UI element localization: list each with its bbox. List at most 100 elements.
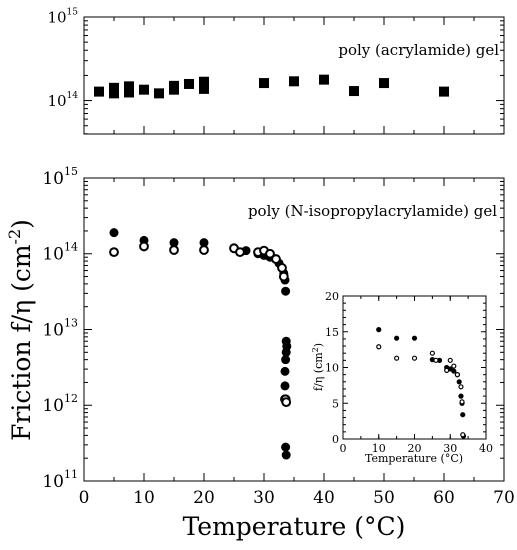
data-point-open-circle xyxy=(454,372,460,378)
inset-y-tick-label: 20 xyxy=(325,290,339,303)
inset-data-marks xyxy=(376,327,467,439)
inset-x-tick-label: 10 xyxy=(372,442,386,455)
inset-y-tick-label: 10 xyxy=(325,362,339,375)
y-tick-label-exponent: 13 xyxy=(64,316,78,329)
data-point-filled-circle xyxy=(411,335,418,341)
data-point-filled-circle xyxy=(456,379,462,385)
x-tick-label: 70 xyxy=(493,488,515,508)
main-axis-ticks xyxy=(83,177,505,482)
data-point-square xyxy=(124,81,134,92)
y-tick-label: 1011 xyxy=(42,468,78,492)
x-tick-label: 40 xyxy=(313,488,335,508)
data-point-filled-circle xyxy=(281,355,291,365)
data-point-square xyxy=(199,83,209,94)
y-tick-label-exponent: 15 xyxy=(67,7,79,17)
top-y-tick-labels: 1014 1015 xyxy=(47,7,78,110)
x-tick-label: 60 xyxy=(433,488,455,508)
data-point-open-circle xyxy=(235,247,245,258)
data-point-square xyxy=(199,76,209,87)
inset-axis-ticks xyxy=(342,295,487,440)
data-point-open-circle xyxy=(277,263,287,273)
y-tick-label-exponent: 12 xyxy=(64,392,78,405)
data-point-square xyxy=(379,78,389,89)
data-point-open-circle xyxy=(433,357,439,363)
data-point-open-circle xyxy=(411,355,418,361)
y-tick-label: 1014 xyxy=(42,241,78,265)
inset-y-axis-label-sup: 2 xyxy=(311,347,320,352)
inset-y-tick-label: 0 xyxy=(332,433,339,446)
top-annotation: poly (acrylamide) gel xyxy=(338,41,499,59)
inset-y-axis-label-text: f/η (cm xyxy=(312,352,325,391)
x-tick-label: 50 xyxy=(373,488,395,508)
y-tick-label-base: 10 xyxy=(42,396,64,416)
data-point-open-circle xyxy=(394,355,400,361)
data-point-open-circle xyxy=(429,350,435,356)
data-point-filled-circle xyxy=(281,442,291,452)
data-point-open-circle xyxy=(444,367,450,373)
data-point-square xyxy=(169,80,179,91)
data-point-filled-circle xyxy=(281,286,291,296)
data-point-square xyxy=(109,88,119,99)
y-tick-label: 1012 xyxy=(42,392,78,416)
inset-x-tick-label: 20 xyxy=(408,442,422,455)
data-point-open-circle xyxy=(278,271,289,282)
y-tick-label-base: 10 xyxy=(42,472,64,492)
data-point-open-circle xyxy=(271,254,281,265)
main-y-axis-label-text: Friction f/η (cm xyxy=(7,244,36,441)
y-tick-label-base: 10 xyxy=(42,320,64,340)
y-tick-label: 1014 xyxy=(47,91,78,110)
top-axis-ticks xyxy=(83,16,505,135)
y-tick-label-exponent: 14 xyxy=(64,241,78,254)
main-y-axis-label-end: ) xyxy=(7,219,36,229)
data-point-open-circle xyxy=(169,245,179,255)
y-tick-label-exponent: 11 xyxy=(64,468,78,481)
data-point-filled-circle xyxy=(451,368,457,374)
data-point-square xyxy=(94,86,104,97)
data-point-square xyxy=(184,78,194,89)
data-point-filled-circle xyxy=(460,412,466,418)
data-point-filled-circle xyxy=(199,238,209,248)
data-point-filled-circle xyxy=(281,347,291,357)
inset-x-axis-label: Temperature (°C) xyxy=(365,452,463,465)
data-point-open-circle xyxy=(458,384,464,390)
data-point-square xyxy=(349,86,359,97)
x-tick-label: 10 xyxy=(133,488,155,508)
data-point-square xyxy=(289,76,299,87)
main-data-marks xyxy=(109,228,292,460)
inset-y-tick-label: 5 xyxy=(332,397,339,410)
y-tick-label: 1013 xyxy=(42,316,78,340)
data-point-filled-circle xyxy=(376,327,382,333)
data-point-square xyxy=(124,87,134,98)
y-tick-label: 1015 xyxy=(47,7,78,26)
inset-y-tick-label: 15 xyxy=(325,326,339,339)
y-tick-label-base: 10 xyxy=(42,169,64,189)
x-tick-label: 20 xyxy=(193,488,215,508)
data-point-open-circle xyxy=(139,241,149,252)
data-point-open-circle xyxy=(460,432,466,438)
data-point-filled-circle xyxy=(281,450,291,460)
data-point-open-circle xyxy=(376,344,382,350)
inset-tick-labels: 0 10 20 30 40 0 5 10 15 20 xyxy=(325,290,493,455)
data-point-filled-circle xyxy=(169,238,179,248)
data-point-open-circle xyxy=(265,248,275,259)
data-point-filled-circle xyxy=(280,381,290,391)
y-tick-label-exponent: 14 xyxy=(67,91,79,101)
main-x-tick-labels: 0 10 20 30 40 50 60 70 xyxy=(79,488,515,508)
inset-y-axis-label: f/η (cm2) xyxy=(311,343,325,391)
data-point-square xyxy=(154,88,164,99)
x-tick-label: 0 xyxy=(79,488,90,508)
data-point-open-circle xyxy=(459,399,465,405)
inset-x-tick-label: 0 xyxy=(340,442,347,455)
data-point-square xyxy=(439,86,449,97)
main-plot-frame xyxy=(83,177,505,482)
data-point-square xyxy=(259,78,269,89)
main-x-axis-label: Temperature (°C) xyxy=(183,512,406,541)
main-y-axis-label-sup: -2 xyxy=(5,229,24,245)
inset-x-tick-label: 30 xyxy=(443,442,457,455)
top-data-marks xyxy=(94,74,449,99)
inset-y-axis-label-end: ) xyxy=(312,343,325,347)
data-point-filled-circle xyxy=(394,335,400,341)
